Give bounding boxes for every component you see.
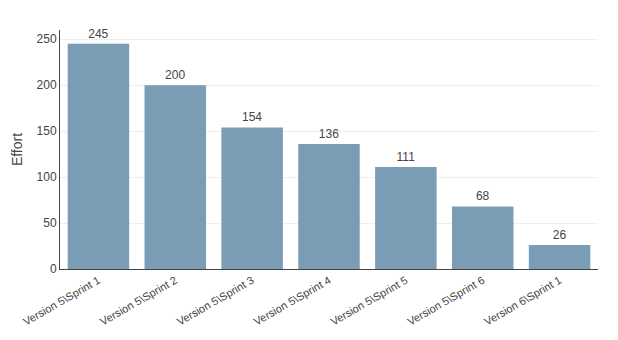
svg-text:Version 5\Sprint 6: Version 5\Sprint 6 [405, 274, 486, 328]
svg-text:Version 6\Sprint 1: Version 6\Sprint 1 [482, 274, 563, 328]
svg-text:200: 200 [37, 78, 57, 92]
svg-text:68: 68 [476, 189, 490, 203]
svg-text:Version 5\Sprint 4: Version 5\Sprint 4 [252, 274, 333, 328]
svg-text:Version 5\Sprint 2: Version 5\Sprint 2 [98, 274, 179, 328]
svg-text:154: 154 [242, 110, 262, 124]
svg-text:50: 50 [43, 216, 57, 230]
svg-text:26: 26 [553, 228, 567, 242]
svg-text:136: 136 [319, 127, 339, 141]
svg-text:Version 5\Sprint 1: Version 5\Sprint 1 [21, 274, 102, 328]
svg-text:Version 5\Sprint 5: Version 5\Sprint 5 [328, 274, 409, 328]
svg-text:150: 150 [37, 124, 57, 138]
svg-text:250: 250 [37, 32, 57, 46]
svg-text:200: 200 [165, 68, 185, 82]
svg-text:111: 111 [397, 150, 416, 164]
svg-text:100: 100 [37, 170, 57, 184]
svg-text:Effort: Effort [9, 133, 25, 166]
svg-text:0: 0 [50, 262, 57, 276]
svg-text:245: 245 [88, 27, 108, 41]
svg-text:Version 5\Sprint 3: Version 5\Sprint 3 [175, 274, 256, 328]
